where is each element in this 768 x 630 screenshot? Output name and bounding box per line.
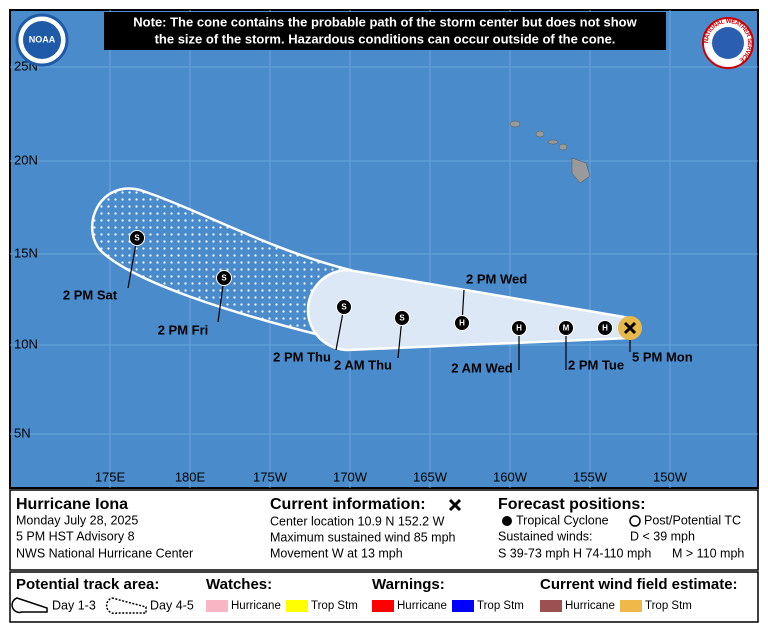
forecast-point	[216, 270, 232, 286]
storm-center: NWS National Hurricane Center	[16, 546, 193, 560]
tc-label: Tropical Cyclone	[516, 513, 609, 527]
wind-category: D < 39 mph	[630, 529, 695, 543]
lon-label: 150W	[653, 469, 688, 484]
current-info-title: Current information:	[270, 496, 426, 513]
legend-swatch	[540, 600, 562, 612]
forecast-point	[597, 320, 613, 336]
lon-label: 160W	[493, 469, 528, 484]
tc-icon	[502, 516, 512, 526]
forecast-symbol: H	[516, 324, 522, 333]
forecast-label: 2 AM Wed	[451, 360, 512, 375]
island	[547, 139, 559, 145]
forecast-label: 2 AM Thu	[334, 357, 392, 372]
legend-item: Hurricane	[397, 600, 447, 612]
note-line: Note: The cone contains the probable pat…	[133, 14, 637, 29]
island	[571, 157, 591, 184]
lon-label: 175E	[95, 469, 126, 484]
legend-item: Trop Stm	[645, 600, 692, 612]
lat-label: 15N	[14, 245, 38, 260]
day-4-5-icon	[105, 597, 147, 615]
lat-label: 10N	[14, 336, 38, 351]
lon-label: 165W	[413, 469, 448, 484]
forecast-label: 2 PM Fri	[158, 322, 209, 337]
current-label: 5 PM Mon	[632, 349, 693, 364]
forecast-label: 2 PM Tue	[568, 357, 624, 372]
island	[558, 143, 568, 151]
current-info-line: Maximum sustained wind 85 mph	[270, 530, 456, 544]
lat-label: 5N	[14, 425, 31, 440]
forecast-symbol: S	[399, 314, 405, 323]
forecast-symbol: S	[221, 274, 227, 283]
nws-logo-inner	[712, 27, 744, 59]
noaa-logo-inner	[23, 21, 61, 59]
forecast-title: Forecast positions:	[498, 496, 646, 513]
forecast-symbol: M	[563, 324, 570, 333]
wind-category: M > 110 mph	[672, 546, 744, 560]
forecast-point	[129, 230, 145, 246]
ptc-icon	[629, 515, 641, 527]
track: 2 PM Sat S 2 PM Fri S 2 PM Thu S 2 AM Thu S 2 PM…	[63, 230, 693, 375]
lon-label: 175W	[253, 469, 288, 484]
forecast-symbol: H	[459, 319, 465, 328]
ptc-label: Post/Potential TC	[644, 513, 741, 527]
wind-category: S 39-73 mph	[498, 546, 570, 560]
lat-label: 20N	[14, 152, 38, 167]
forecast-label: 2 PM Wed	[466, 271, 527, 286]
note-box	[104, 12, 666, 50]
track-area-title: Potential track area:	[16, 576, 159, 593]
storm-date: Monday July 28, 2025	[16, 513, 138, 527]
legend-title: Watches:	[206, 576, 272, 593]
current-info-line: Movement W at 13 mph	[270, 546, 403, 560]
island	[509, 120, 521, 128]
legend-item: Trop Stm	[311, 600, 358, 612]
islands	[509, 120, 591, 184]
cone-day-4-5	[90, 187, 352, 337]
storm-name: Hurricane Iona	[16, 496, 128, 513]
legend-swatch	[620, 600, 642, 612]
info-box	[9, 489, 759, 571]
sustained-winds: Sustained winds:	[498, 529, 593, 543]
storm-advisory: 5 PM HST Advisory 8	[16, 529, 135, 543]
legend-swatch	[286, 600, 308, 612]
legend-title: Current wind field estimate:	[540, 576, 738, 593]
lon-label: 170W	[333, 469, 368, 484]
forecast-point	[558, 320, 574, 336]
forecast-symbol: S	[341, 303, 347, 312]
current-info-line: Center location 10.9 N 152.2 W	[270, 514, 445, 528]
wind-category: H 74-110 mph	[573, 546, 651, 560]
island	[535, 130, 545, 138]
lon-label: 155W	[573, 469, 608, 484]
lon-label: 180E	[175, 469, 206, 484]
legend-item: Day 4-5	[150, 598, 194, 612]
forecast-point	[394, 310, 410, 326]
forecast-symbol: S	[134, 234, 140, 243]
legend-swatch	[372, 600, 394, 612]
legend-swatch	[452, 600, 474, 612]
legend-item: Day 1-3	[52, 598, 96, 612]
forecast-label: 2 PM Thu	[273, 349, 331, 364]
forecast-point	[454, 315, 470, 331]
forecast-label: 2 PM Sat	[63, 287, 118, 302]
forecast-symbol: H	[602, 324, 608, 333]
day-1-3-icon	[11, 597, 48, 614]
legend-title: Warnings:	[372, 576, 445, 593]
current-position	[623, 321, 637, 335]
legend-item: Hurricane	[231, 600, 281, 612]
current-symbol	[448, 498, 462, 512]
leader-line	[127, 237, 138, 289]
legend-item: Hurricane	[565, 600, 615, 612]
forecast-point	[511, 320, 527, 336]
legend-item: Trop Stm	[477, 600, 524, 612]
noaa-logo-text: NOAA	[29, 34, 56, 44]
note-line: the size of the storm. Hazardous conditi…	[155, 31, 616, 46]
legend-swatch	[206, 600, 228, 612]
forecast-point	[336, 299, 352, 315]
